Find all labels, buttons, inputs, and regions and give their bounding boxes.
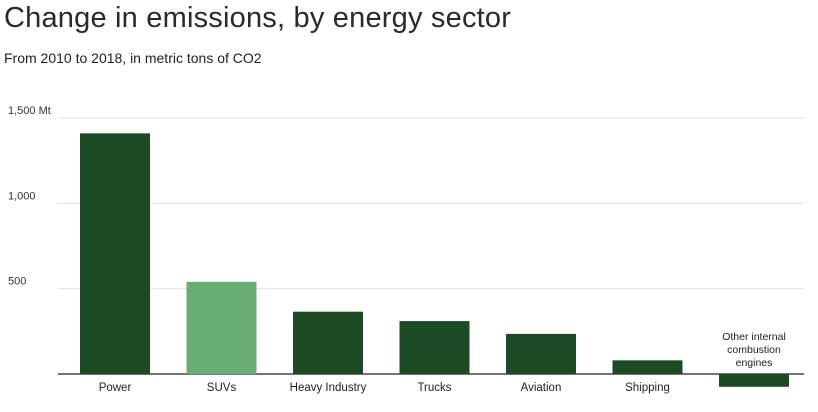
category-label: engines bbox=[736, 357, 773, 369]
category-label: Heavy Industry bbox=[290, 382, 367, 394]
bar bbox=[506, 333, 576, 374]
category-label: Shipping bbox=[625, 382, 670, 394]
bar bbox=[186, 281, 257, 374]
y-tick-label: 1,500 Mt bbox=[8, 105, 51, 117]
category-label: SUVs bbox=[207, 382, 237, 394]
chart-title: Change in emissions, by energy sector bbox=[4, 2, 512, 34]
category-label: Power bbox=[99, 382, 132, 394]
y-tick-label: 500 bbox=[8, 276, 26, 288]
category-label: Other internal bbox=[722, 331, 786, 343]
y-tick-label: 1,000 bbox=[8, 190, 36, 202]
bar bbox=[399, 321, 470, 374]
category-label: Aviation bbox=[521, 382, 562, 394]
bars bbox=[80, 133, 789, 387]
category-label: Trucks bbox=[417, 382, 451, 394]
category-label: combustion bbox=[727, 344, 781, 356]
chart-subtitle: From 2010 to 2018, in metric tons of CO2 bbox=[4, 50, 262, 66]
bar bbox=[80, 133, 150, 374]
bar bbox=[293, 311, 363, 374]
category-labels: Power SUVs Heavy Industry Trucks Aviation Shi… bbox=[99, 331, 786, 394]
bar bbox=[612, 360, 683, 374]
bar bbox=[719, 374, 789, 387]
